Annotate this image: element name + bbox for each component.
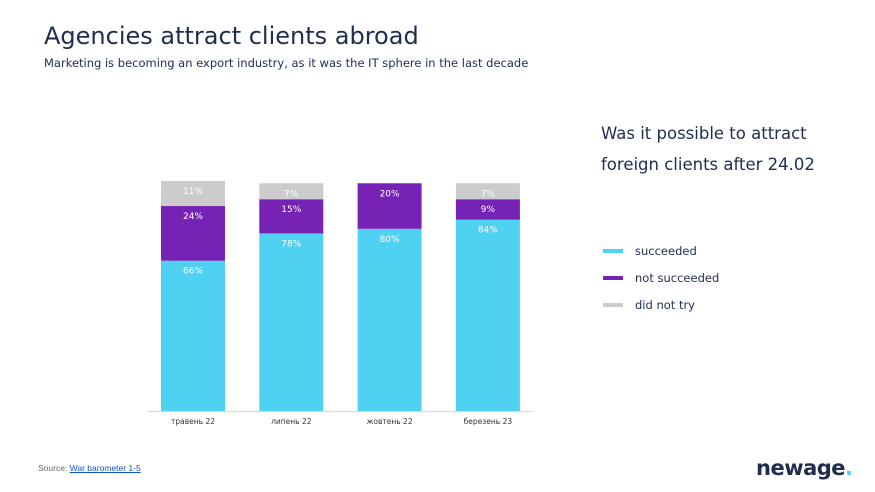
data-label-succeeded-0: 66%: [183, 267, 203, 277]
category-label-3: березень 23: [464, 417, 513, 426]
data-label-did-not-try-0: 11%: [183, 187, 203, 197]
source-note: Source: War barometer 1-5: [38, 463, 141, 473]
stacked-bar-chart: 66% 24% 11% травень 22 78% 15% 7% липень 22 80% 2…: [148, 181, 533, 426]
legend-item-not-succeeded: not succeeded: [603, 264, 719, 291]
legend-swatch-not-succeeded: [603, 275, 623, 280]
source-prefix: Source:: [38, 463, 70, 473]
category-label-0: травень 22: [171, 417, 215, 426]
category-label-1: липень 22: [271, 417, 312, 426]
data-label-not-succeeded-1: 15%: [281, 205, 301, 215]
question-line-1: Was it possible to attract: [601, 124, 807, 143]
bar-did-not-try-1: [259, 183, 324, 200]
bar-not-succeeded-0: [161, 206, 225, 261]
question-line-2: foreign clients after 24.02: [601, 155, 815, 174]
legend-label-succeeded: succeeded: [635, 243, 697, 258]
logo-dot: .: [845, 456, 853, 480]
page-subtitle: Marketing is becoming an export industry…: [44, 56, 529, 70]
source-link[interactable]: War barometer 1-5: [69, 463, 141, 473]
data-label-succeeded-3: 84%: [478, 226, 498, 236]
bar-succeeded-1: [259, 233, 324, 411]
data-label-not-succeeded-2: 20%: [380, 189, 400, 199]
bar-succeeded-2: [357, 228, 422, 411]
data-label-not-succeeded-0: 24%: [183, 212, 203, 222]
bar-not-succeeded-3: [455, 199, 520, 220]
bar-did-not-try-3: [455, 183, 520, 200]
bar-not-succeeded-1: [259, 199, 324, 234]
data-label-succeeded-1: 78%: [281, 239, 301, 249]
bar-did-not-try-0: [161, 181, 225, 207]
logo-text: newage: [756, 456, 846, 480]
category-label-2: жовтень 22: [367, 417, 413, 426]
data-label-did-not-try-1: 7%: [284, 189, 299, 199]
legend-item-succeeded: succeeded: [603, 237, 719, 264]
newage-logo: newage.: [756, 456, 853, 480]
data-label-did-not-try-3: 7%: [481, 189, 496, 199]
data-label-not-succeeded-3: 9%: [481, 205, 496, 215]
chart-question: Was it possible to attract foreign clien…: [601, 118, 851, 180]
page-title: Agencies attract clients abroad: [44, 22, 419, 50]
legend-label-not-succeeded: not succeeded: [635, 270, 720, 285]
legend: succeeded not succeeded did not try: [603, 237, 719, 318]
legend-swatch-did-not-try: [603, 302, 623, 307]
bar-succeeded-0: [161, 260, 225, 411]
legend-label-did-not-try: did not try: [635, 297, 695, 312]
legend-swatch-succeeded: [603, 248, 623, 253]
bar-not-succeeded-2: [357, 183, 422, 229]
legend-item-did-not-try: did not try: [603, 291, 719, 318]
bar-succeeded-3: [455, 219, 520, 411]
data-label-succeeded-2: 80%: [380, 235, 400, 245]
